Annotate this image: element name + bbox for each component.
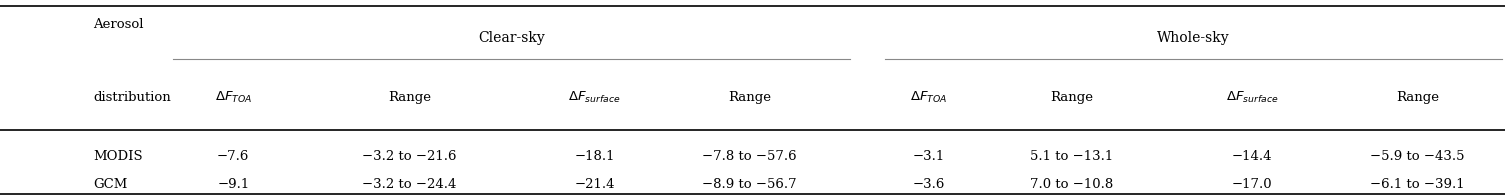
Text: −8.9 to −56.7: −8.9 to −56.7 xyxy=(703,178,796,191)
Text: GCM: GCM xyxy=(93,178,128,191)
Text: Range: Range xyxy=(1050,91,1093,104)
Text: $\Delta F_{surface}$: $\Delta F_{surface}$ xyxy=(1227,90,1278,105)
Text: Aerosol: Aerosol xyxy=(93,18,144,31)
Text: −17.0: −17.0 xyxy=(1233,178,1272,191)
Text: −7.6: −7.6 xyxy=(217,150,250,162)
Text: −18.1: −18.1 xyxy=(575,150,614,162)
Text: $\Delta F_{TOA}$: $\Delta F_{TOA}$ xyxy=(911,90,947,105)
Text: Whole-sky: Whole-sky xyxy=(1157,31,1230,45)
Text: −3.6: −3.6 xyxy=(912,178,945,191)
Text: −9.1: −9.1 xyxy=(217,178,250,191)
Text: −5.9 to −43.5: −5.9 to −43.5 xyxy=(1371,150,1464,162)
Text: Range: Range xyxy=(388,91,430,104)
Text: $\Delta F_{surface}$: $\Delta F_{surface}$ xyxy=(569,90,620,105)
Text: Range: Range xyxy=(1397,91,1439,104)
Text: 5.1 to −13.1: 5.1 to −13.1 xyxy=(1029,150,1114,162)
Text: −7.8 to −57.6: −7.8 to −57.6 xyxy=(703,150,796,162)
Text: −3.2 to −24.4: −3.2 to −24.4 xyxy=(363,178,456,191)
Text: −21.4: −21.4 xyxy=(575,178,614,191)
Text: distribution: distribution xyxy=(93,91,172,104)
Text: −3.2 to −21.6: −3.2 to −21.6 xyxy=(363,150,456,162)
Text: 7.0 to −10.8: 7.0 to −10.8 xyxy=(1029,178,1114,191)
Text: Clear-sky: Clear-sky xyxy=(479,31,545,45)
Text: $\Delta F_{TOA}$: $\Delta F_{TOA}$ xyxy=(215,90,251,105)
Text: −14.4: −14.4 xyxy=(1233,150,1272,162)
Text: −6.1 to −39.1: −6.1 to −39.1 xyxy=(1371,178,1464,191)
Text: Range: Range xyxy=(728,91,771,104)
Text: MODIS: MODIS xyxy=(93,150,143,162)
Text: −3.1: −3.1 xyxy=(912,150,945,162)
